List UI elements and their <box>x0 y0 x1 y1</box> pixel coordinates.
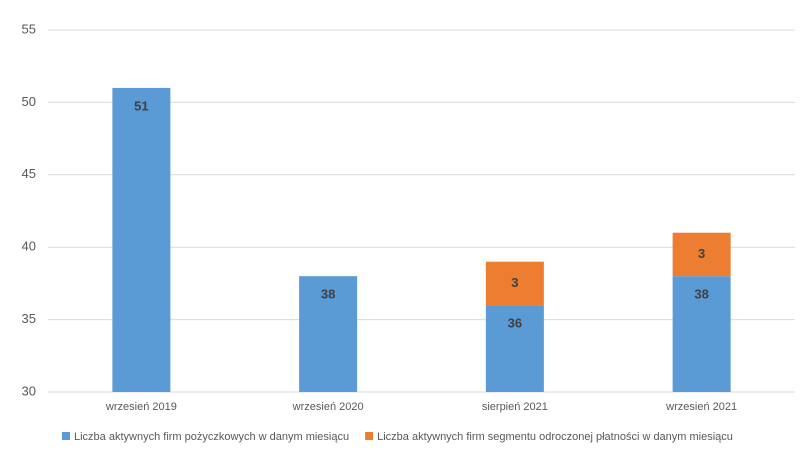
y-tick-label: 35 <box>22 311 36 326</box>
bar-segment <box>485 305 544 392</box>
legend-label: Liczba aktywnych firm segmentu odroczone… <box>377 431 733 443</box>
y-tick-label: 45 <box>22 166 36 181</box>
y-tick-label: 55 <box>22 21 36 36</box>
bar-segment <box>299 276 358 392</box>
data-label: 38 <box>321 287 335 302</box>
bar-segment <box>672 276 731 392</box>
legend-swatch <box>62 432 70 440</box>
legend-swatch <box>365 432 374 440</box>
legend-label: Liczba aktywnych firm pożyczkowych w dan… <box>74 431 349 443</box>
y-tick-label: 30 <box>22 383 36 398</box>
x-tick-label: wrzesień 2021 <box>665 401 737 413</box>
bar-segment <box>485 261 544 306</box>
bar-segment <box>112 87 171 393</box>
y-tick-label: 40 <box>22 239 36 254</box>
x-tick-label: wrzesień 2020 <box>292 401 364 413</box>
y-tick-label: 50 <box>22 94 36 109</box>
data-label: 3 <box>511 275 518 290</box>
data-label: 36 <box>508 316 522 331</box>
x-tick-label: sierpień 2021 <box>482 401 548 413</box>
x-tick-label: wrzesień 2019 <box>105 401 177 413</box>
data-label: 3 <box>698 246 705 261</box>
data-label: 51 <box>134 98 148 113</box>
bar-segment <box>672 232 731 277</box>
data-label: 38 <box>694 287 708 302</box>
